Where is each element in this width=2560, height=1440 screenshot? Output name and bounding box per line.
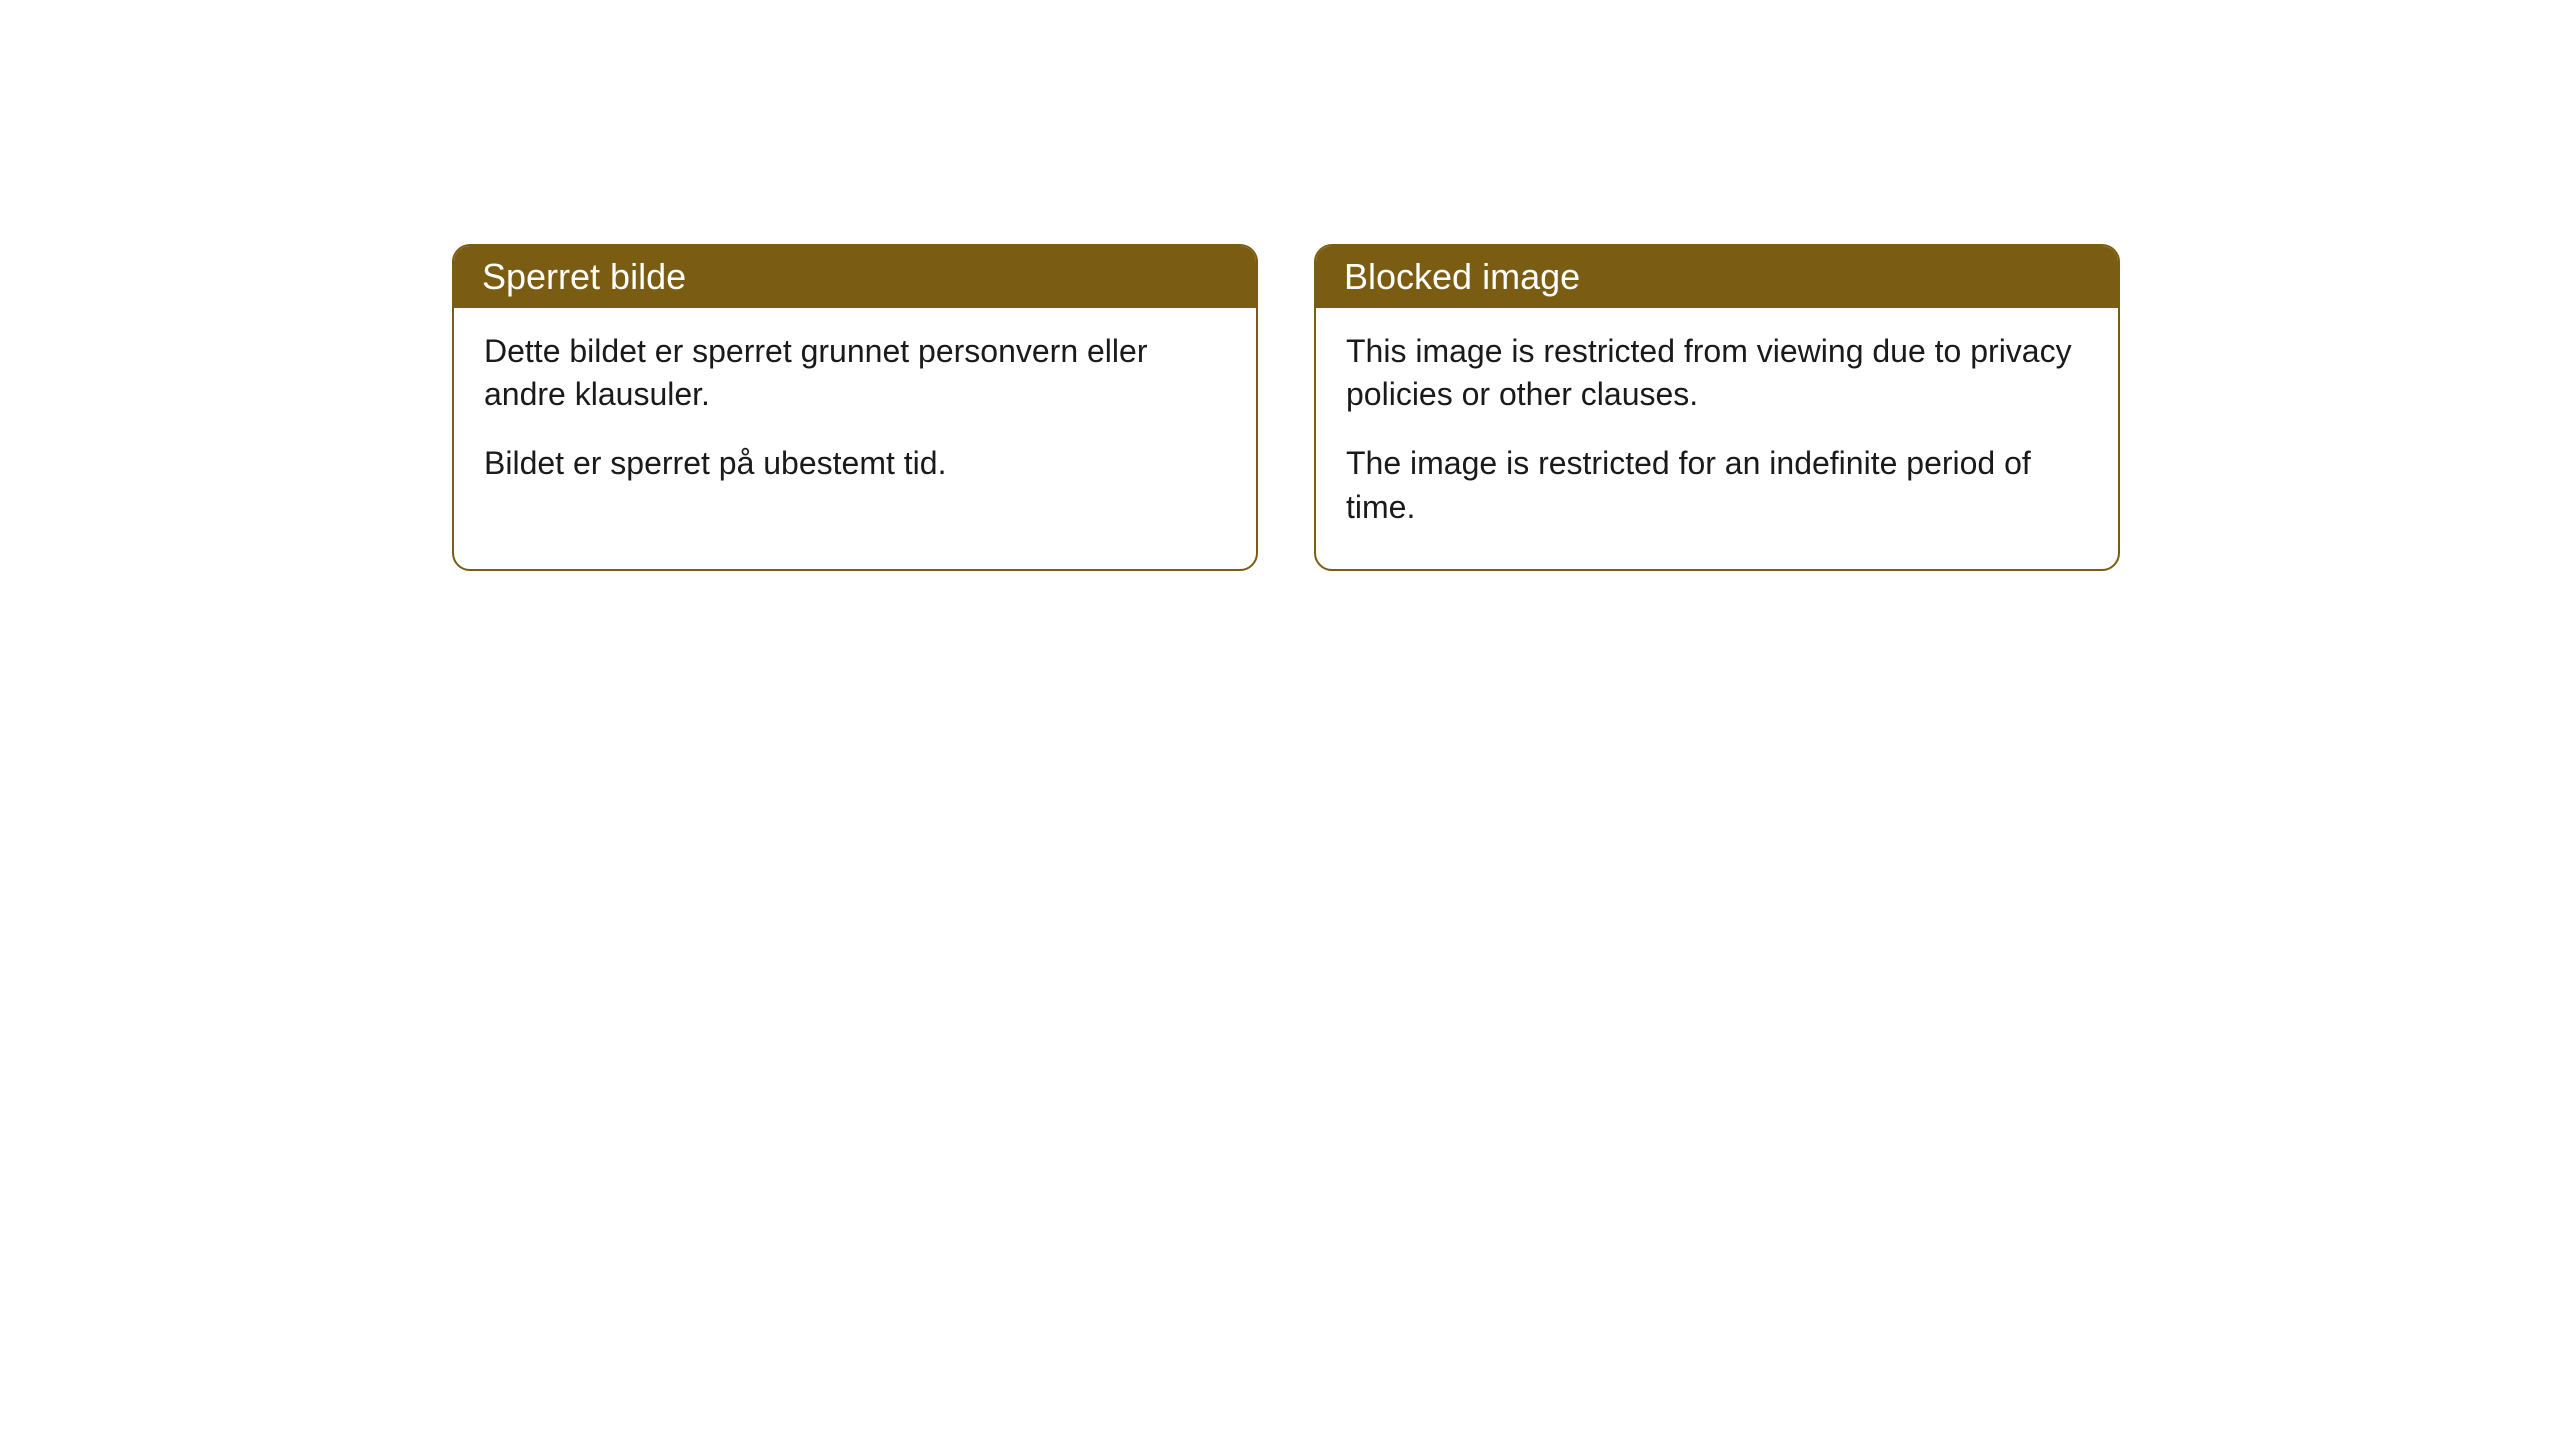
card-title: Blocked image <box>1344 256 1580 297</box>
card-paragraph: The image is restricted for an indefinit… <box>1346 442 2088 528</box>
card-paragraph: Dette bildet er sperret grunnet personve… <box>484 330 1226 416</box>
notice-card-english: Blocked image This image is restricted f… <box>1314 244 2120 571</box>
card-header: Blocked image <box>1316 246 2118 308</box>
card-paragraph: This image is restricted from viewing du… <box>1346 330 2088 416</box>
card-body: This image is restricted from viewing du… <box>1316 308 2118 569</box>
notice-card-norwegian: Sperret bilde Dette bildet er sperret gr… <box>452 244 1258 571</box>
card-header: Sperret bilde <box>454 246 1256 308</box>
notice-container: Sperret bilde Dette bildet er sperret gr… <box>452 244 2120 571</box>
card-body: Dette bildet er sperret grunnet personve… <box>454 308 1256 526</box>
card-title: Sperret bilde <box>482 256 686 297</box>
card-paragraph: Bildet er sperret på ubestemt tid. <box>484 442 1226 485</box>
